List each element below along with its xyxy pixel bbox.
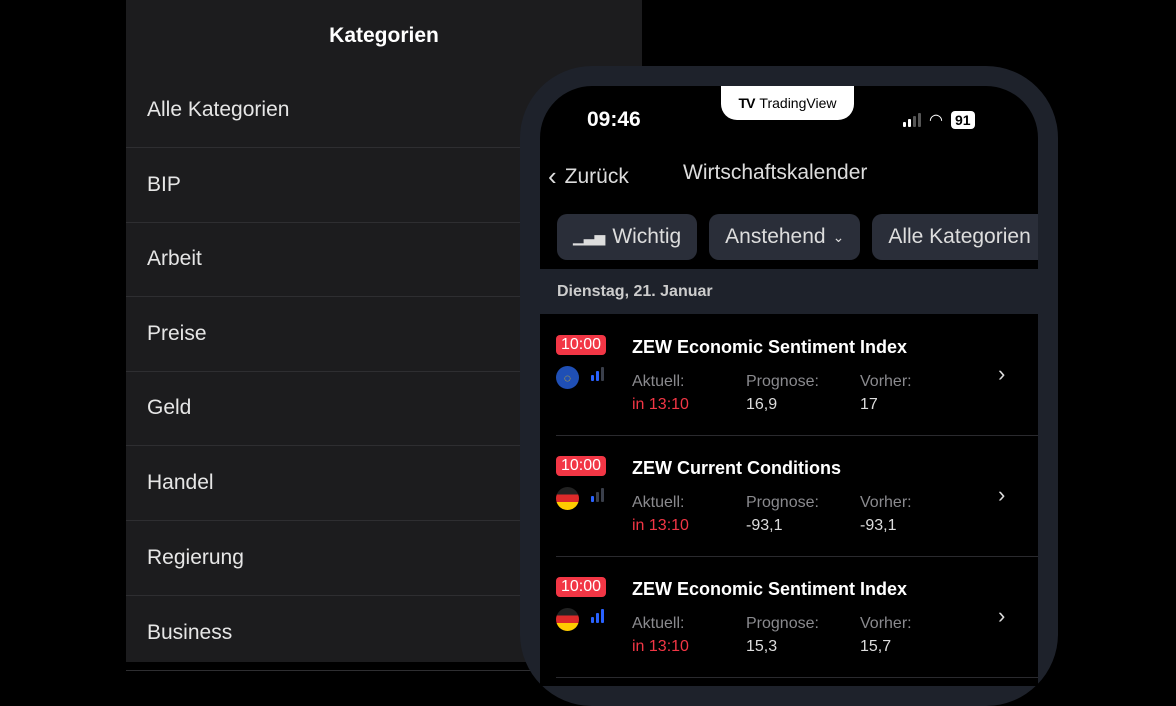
event-name: ZEW Economic Sentiment Index [632,579,908,599]
forecast-column: Prognose: 16,9 [746,373,819,414]
bar-chart-icon: ▁▃▅ [573,228,606,245]
time-badge: 10:00 [556,456,607,476]
row-divider [556,435,1038,436]
status-icons: ◠ 91 [903,110,975,130]
eu-flag-icon: ◌ [556,366,579,389]
category-item-money[interactable]: Geld [126,371,642,446]
chevron-right-icon: › [998,603,1006,628]
actual-column: Aktuell: in 13:10 [632,615,689,656]
forecast-label: Prognose: [746,494,819,511]
back-button[interactable]: ‹ Zurück [548,161,629,192]
event-row[interactable]: 10:00 ◌ ZEW Economic Sentiment Index Aktu… [540,315,1038,436]
previous-column: Vorher: -93,1 [860,494,912,535]
important-label: Wichtig [612,225,682,248]
chevron-left-icon: ‹ [548,161,557,191]
status-time: 09:46 [587,108,641,131]
back-label: Zurück [564,164,629,188]
category-label: Alle Kategorien [888,225,1031,248]
category-item-government[interactable]: Regierung [126,521,642,596]
actual-column: Aktuell: in 13:10 [632,373,689,414]
forecast-value: -93,1 [746,517,783,534]
chevron-down-icon: ⌄ [832,228,845,245]
forecast-label: Prognose: [746,373,819,390]
chevron-right-icon: › [998,482,1006,507]
germany-flag-icon [556,487,579,510]
importance-icon [591,608,604,623]
forecast-label: Prognose: [746,615,819,632]
actual-column: Aktuell: in 13:10 [632,494,689,535]
category-item-prices[interactable]: Preise [126,297,642,372]
event-row[interactable]: 10:00 ZEW Current Conditions Aktuell: in … [540,436,1038,557]
tradingview-logo-icon: TV [738,95,756,111]
categories-title: Kategorien [329,24,439,47]
previous-column: Vorher: 17 [860,373,912,414]
previous-value: -93,1 [860,517,897,534]
actual-value: in 13:10 [632,396,689,413]
forecast-column: Prognose: -93,1 [746,494,819,535]
previous-label: Vorher: [860,615,912,632]
important-filter[interactable]: ▁▃▅ Wichtig [557,214,698,260]
event-name: ZEW Current Conditions [632,458,841,478]
time-badge: 10:00 [556,335,607,355]
forecast-column: Prognose: 15,3 [746,615,819,656]
page-title: Wirtschaftskalender [683,161,868,184]
forecast-value: 15,3 [746,638,778,655]
signal-icon [903,113,921,127]
actual-label: Aktuell: [632,373,685,390]
battery-indicator: 91 [950,111,975,129]
forecast-value: 16,9 [746,396,778,413]
time-badge: 10:00 [556,577,607,597]
previous-label: Vorher: [860,494,912,511]
category-filter[interactable]: Alle Kategorien [872,214,1038,260]
phone-screen: TV TradingView 09:46 ◠ 91 ‹ Zurück Wirtsch… [540,86,1038,686]
actual-label: Aktuell: [632,615,685,632]
importance-icon [591,366,604,381]
category-item-trade[interactable]: Handel [126,446,642,521]
previous-value: 15,7 [860,638,892,655]
previous-column: Vorher: 15,7 [860,615,912,656]
category-item-gdp[interactable]: BIP [126,148,642,223]
previous-value: 17 [860,396,878,413]
event-row[interactable]: 10:00 ZEW Economic Sentiment Index Aktue… [540,557,1038,678]
actual-label: Aktuell: [632,494,685,511]
tradingview-badge: TV TradingView [721,86,854,120]
period-filter[interactable]: Anstehend ⌄ [709,214,861,260]
category-item-labor[interactable]: Arbeit [126,222,642,297]
actual-value: in 13:10 [632,638,689,655]
actual-value: in 13:10 [632,517,689,534]
chevron-right-icon: › [998,361,1006,386]
period-label: Anstehend [725,225,826,248]
wifi-icon: ◠ [929,112,943,129]
previous-label: Vorher: [860,373,912,390]
date-header: Dienstag, 21. Januar [540,269,1038,314]
germany-flag-icon [556,608,579,631]
nav-bar: ‹ Zurück Wirtschaftskalender [540,161,1038,191]
category-item-all[interactable]: Alle Kategorien [126,73,642,148]
row-divider [556,556,1038,557]
importance-icon [591,487,604,502]
filter-chips: ▁▃▅ Wichtig Anstehend ⌄ Alle Kategorien [557,214,1038,260]
event-name: ZEW Economic Sentiment Index [632,337,908,357]
row-divider [556,677,1038,678]
brand-name: TradingView [759,95,837,111]
